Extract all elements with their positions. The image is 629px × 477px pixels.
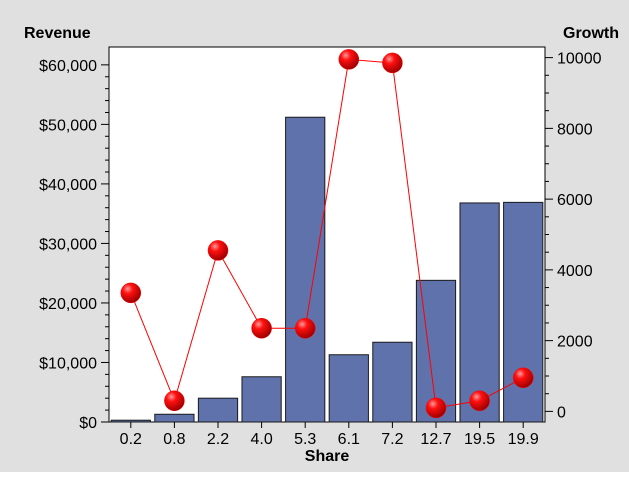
left-tick-label: $50,000 <box>39 117 97 134</box>
right-tick-label: 0 <box>557 404 566 421</box>
right-tick-label: 2000 <box>557 334 593 351</box>
bar <box>328 354 369 423</box>
bar-series <box>110 116 544 423</box>
x-tick-label: 19.5 <box>464 431 495 448</box>
bar <box>241 376 282 423</box>
right-tick-label: 6000 <box>557 192 593 209</box>
x-tick-label: 4.0 <box>250 431 272 448</box>
growth-marker <box>469 390 490 412</box>
left-tick-label: $60,000 <box>39 58 97 75</box>
x-tick-label: 7.2 <box>381 431 403 448</box>
right-tick-label: 4000 <box>557 263 593 280</box>
bar <box>110 419 151 423</box>
left-tick-label: $0 <box>79 415 97 432</box>
bar <box>154 413 195 423</box>
right-tick-label: 8000 <box>557 121 593 138</box>
growth-marker <box>251 318 272 339</box>
x-tick-label: 0.8 <box>163 431 185 448</box>
right-tick-label: 10000 <box>557 51 602 68</box>
growth-line <box>130 58 524 409</box>
growth-marker <box>207 240 229 261</box>
growth-marker <box>512 367 534 389</box>
bar <box>503 201 544 423</box>
x-axis-title: Share <box>305 448 350 465</box>
right-axis: 0 2000 4000 6000 8000 10000 <box>545 51 602 421</box>
left-tick-label: $20,000 <box>39 296 97 313</box>
bar <box>459 202 500 423</box>
x-tick-label: 0.2 <box>120 431 142 448</box>
bar <box>285 116 326 423</box>
growth-marker <box>338 49 360 70</box>
growth-marker <box>294 318 316 339</box>
x-tick-label: 19.9 <box>508 431 539 448</box>
left-tick-label: $30,000 <box>39 236 97 253</box>
left-tick-label: $10,000 <box>39 355 97 372</box>
x-tick-label: 5.3 <box>294 431 316 448</box>
right-axis-title: Growth <box>563 25 619 42</box>
left-tick-label: $40,000 <box>39 177 97 194</box>
bar <box>197 397 239 423</box>
left-axis: $0 $10,000 $20,000 $30,000 $40,000 $50,000 $60… <box>39 58 109 432</box>
left-axis-title: Revenue <box>24 25 91 42</box>
bar <box>372 341 413 423</box>
x-tick-label: 2.2 <box>207 431 229 448</box>
growth-line-series <box>120 49 534 419</box>
growth-marker <box>425 397 447 419</box>
growth-marker <box>120 282 142 304</box>
x-axis: 0.2 0.8 2.2 4.0 5.3 6.1 7.2 12.7 19.5 19.9 <box>120 422 539 448</box>
x-tick-label: 6.1 <box>338 431 360 448</box>
x-tick-label: 12.7 <box>420 431 451 448</box>
growth-marker <box>164 390 185 412</box>
growth-marker <box>382 52 403 74</box>
